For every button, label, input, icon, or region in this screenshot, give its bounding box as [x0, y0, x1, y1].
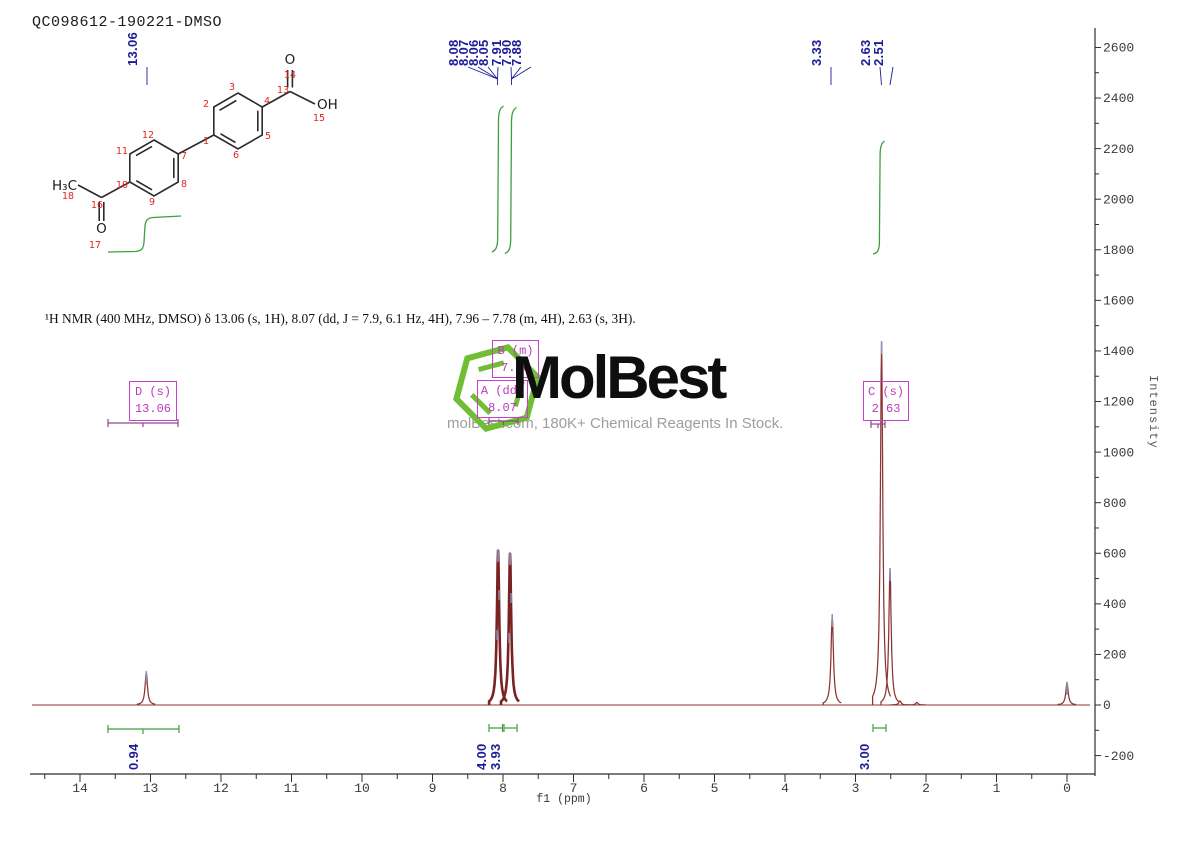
- x-tick-label: 6: [640, 781, 648, 796]
- atom-number: 2: [203, 99, 209, 110]
- y-tick-label: 2400: [1103, 91, 1134, 106]
- atom-number: 6: [233, 150, 239, 161]
- atom-number: 18: [62, 191, 74, 202]
- y-tick-label: 600: [1103, 546, 1126, 561]
- biphenyl-bond: [177, 134, 215, 155]
- x-tick-label: 14: [72, 781, 88, 796]
- atom-number: 15: [313, 113, 325, 124]
- x-tick-label: 9: [429, 781, 437, 796]
- atom-number: 14: [284, 70, 296, 81]
- atom-number: 5: [265, 131, 271, 142]
- x-tick-label: 12: [213, 781, 229, 796]
- benzene-ring-left-double-bonds: [135, 145, 175, 191]
- x-tick-label: 0: [1063, 781, 1071, 796]
- peak-pick-connector: [889, 66, 894, 86]
- peak-pick-connector: [477, 66, 498, 80]
- atom-number: 10: [116, 180, 128, 191]
- multiplet-box: D (s) 13.06: [129, 381, 177, 421]
- atom-number: 13: [277, 85, 289, 96]
- benzene-ring-left: [129, 139, 179, 197]
- y-tick-label: 1600: [1103, 294, 1134, 309]
- atom-label: O: [285, 52, 296, 68]
- atom-label: O: [96, 221, 107, 237]
- multiplet-box: B (m) 7.90: [492, 340, 539, 378]
- y-tick-label: 1800: [1103, 243, 1134, 258]
- y-tick-label: 0: [1103, 698, 1111, 713]
- x-tick-label: 4: [781, 781, 789, 796]
- multiplet-shift: 7.90: [501, 361, 530, 376]
- y-tick-label: 800: [1103, 496, 1126, 511]
- peak-pick-connector: [467, 66, 498, 80]
- acetyl-bonds: [77, 181, 131, 221]
- multiplet-shift: 8.07: [488, 401, 517, 416]
- y-tick-label: 1200: [1103, 395, 1134, 410]
- y-tick-label: 1400: [1103, 344, 1134, 359]
- integral-curve: [491, 105, 504, 253]
- x-tick-label: 3: [852, 781, 860, 796]
- spectrum-title: QC098612-190221-DMSO: [32, 14, 223, 31]
- y-tick-label: 1000: [1103, 445, 1134, 460]
- multiplet-label: B (m): [497, 344, 534, 358]
- x-tick-label: 1: [993, 781, 1001, 796]
- atom-number: 11: [116, 146, 128, 157]
- x-tick-label: 8: [499, 781, 507, 796]
- atom-number: 16: [91, 200, 103, 211]
- atom-number: 1: [203, 136, 209, 147]
- integral-curve: [872, 140, 885, 255]
- spectrum-peak: [871, 342, 892, 705]
- multiplet-label: C (s): [867, 385, 904, 399]
- atom-number: 4: [264, 96, 270, 107]
- integral-curve: [504, 106, 517, 255]
- x-tick-label: 13: [143, 781, 159, 796]
- peak-pick-connector: [497, 66, 499, 80]
- x-tick-label: 10: [354, 781, 370, 796]
- y-tick-label: 2000: [1103, 192, 1134, 207]
- spectrum-peak: [487, 549, 508, 705]
- y-tick-label: -200: [1103, 749, 1134, 764]
- multiplet-shift: 2.63: [871, 402, 901, 417]
- spectrum-peak: [822, 614, 842, 705]
- x-axis-title: f1 (ppm): [536, 793, 592, 806]
- x-tick-label: 2: [922, 781, 930, 796]
- x-tick-label: 5: [711, 781, 719, 796]
- atom-label: OH: [317, 97, 338, 113]
- multiplet-shift: 13.06: [134, 402, 171, 417]
- spectrum-peak: [890, 700, 909, 706]
- benzene-ring-right-double-bonds: [219, 99, 259, 144]
- atom-number: 9: [149, 197, 155, 208]
- nmr-assignment-text: ¹H NMR (400 MHz, DMSO) δ 13.06 (s, 1H), …: [45, 311, 636, 326]
- y-tick-label: 2200: [1103, 142, 1134, 157]
- y-tick-label: 400: [1103, 597, 1126, 612]
- molbest-logo-text: MolBest: [512, 344, 727, 411]
- peak-pick-connector: [511, 66, 522, 80]
- multiplet-box: A (dd) 8.07: [477, 380, 528, 418]
- atom-number: 8: [181, 179, 187, 190]
- y-tick-label: 2600: [1103, 41, 1134, 56]
- atom-number: 17: [89, 240, 101, 251]
- peak-pick-connector: [879, 66, 882, 86]
- multiplet-label: D (s): [134, 385, 171, 399]
- spectrum-peak: [499, 552, 520, 705]
- multiplet-label: A (dd): [480, 384, 525, 398]
- multiplet-box: C (s) 2.63: [863, 381, 909, 421]
- integral-curve: [107, 215, 182, 253]
- atom-number: 7: [181, 151, 187, 162]
- peak-pick-connector: [511, 66, 532, 80]
- spectrum-peak: [907, 701, 926, 706]
- atom-number: 3: [229, 82, 235, 93]
- benzene-ring-right: [213, 92, 263, 150]
- x-tick-label: 11: [284, 781, 300, 796]
- peak-pick-connector: [487, 66, 498, 80]
- watermark-tagline: molBest.com, 180K+ Chemical Reagents In …: [447, 415, 784, 432]
- peak-pick-connector: [510, 66, 512, 80]
- atom-number: 12: [142, 130, 154, 141]
- atom-label: H₃C: [52, 178, 77, 194]
- y-tick-label: 200: [1103, 648, 1126, 663]
- x-tick-label: 7: [570, 781, 578, 796]
- carboxyl-bonds: [261, 70, 316, 108]
